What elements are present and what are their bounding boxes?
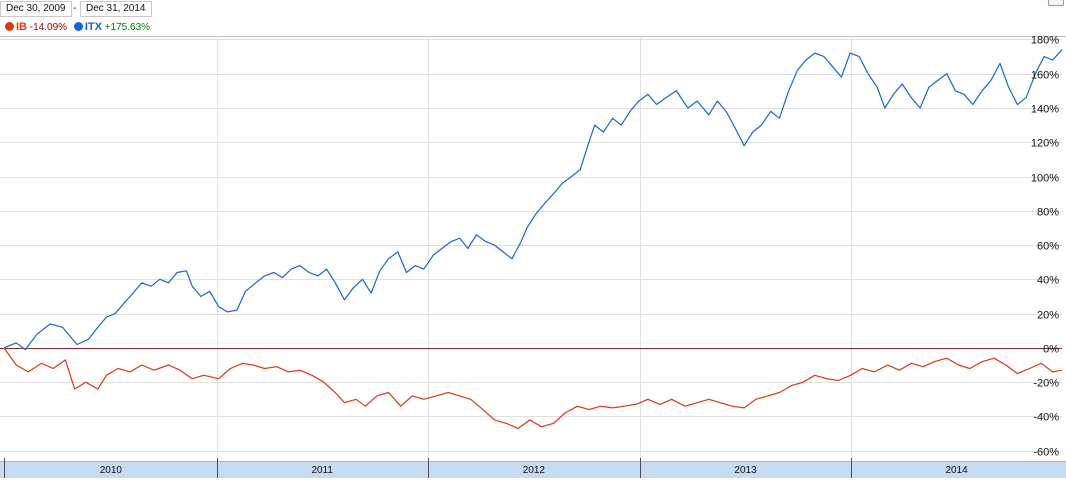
y-tick-label: 180% — [1031, 35, 1059, 47]
y-tick-label: -20% — [1033, 378, 1059, 390]
series-line-itx — [3, 49, 1063, 351]
chart-series — [3, 49, 1063, 429]
timeline-track — [0, 462, 1066, 478]
y-tick-label: 100% — [1031, 173, 1059, 185]
timeline-year-label: 2012 — [523, 465, 546, 476]
y-tick-label: 60% — [1037, 241, 1059, 253]
y-tick-label: 140% — [1031, 104, 1059, 116]
chart-header: Dec 30, 2009 - Dec 31, 2014 IB -14.09% I… — [0, 0, 1066, 36]
chart-grid — [0, 36, 1066, 461]
y-tick-label: 160% — [1031, 70, 1059, 82]
legend-symbol-itx: ITX — [84, 21, 102, 33]
y-axis: 180% 160% 140% 120% 100% 80% 60% 40% 20% 0% -20% -4… — [1031, 35, 1059, 459]
date-range-separator: - — [73, 3, 77, 14]
series-line-ib — [3, 347, 1063, 429]
ib-series-dot-icon — [5, 22, 14, 31]
legend-item-ib[interactable]: IB -14.09% — [5, 20, 67, 35]
plot-background — [0, 36, 1066, 461]
legend: IB -14.09% ITX +175.63% — [5, 20, 154, 34]
y-tick-label: -40% — [1033, 412, 1059, 424]
y-tick-label: -60% — [1033, 447, 1059, 459]
y-tick-label: 80% — [1037, 207, 1059, 219]
legend-change-ib: -14.09% — [29, 22, 68, 33]
timeline-year-label: 2011 — [311, 465, 333, 476]
y-tick-label: 120% — [1031, 138, 1059, 150]
timeline-year-label: 2014 — [945, 465, 968, 476]
y-tick-label: 0% — [1043, 344, 1059, 356]
y-tick-label: 40% — [1037, 275, 1059, 287]
timeline-bar[interactable]: 2010 2011 2012 2013 2014 — [0, 458, 1066, 478]
start-date-field[interactable]: Dec 30, 2009 — [0, 1, 72, 17]
chart-corner-button[interactable] — [1048, 0, 1064, 6]
timeline-year-label: 2013 — [734, 465, 757, 476]
legend-change-itx: +175.63% — [104, 22, 151, 33]
itx-series-dot-icon — [73, 22, 83, 31]
legend-symbol-ib: IB — [16, 21, 27, 33]
timeline-year-label: 2010 — [100, 465, 123, 476]
legend-item-itx[interactable]: ITX +175.63% — [73, 20, 151, 35]
end-date-field[interactable]: Dec 31, 2014 — [80, 1, 152, 17]
y-tick-label: 20% — [1037, 310, 1059, 322]
